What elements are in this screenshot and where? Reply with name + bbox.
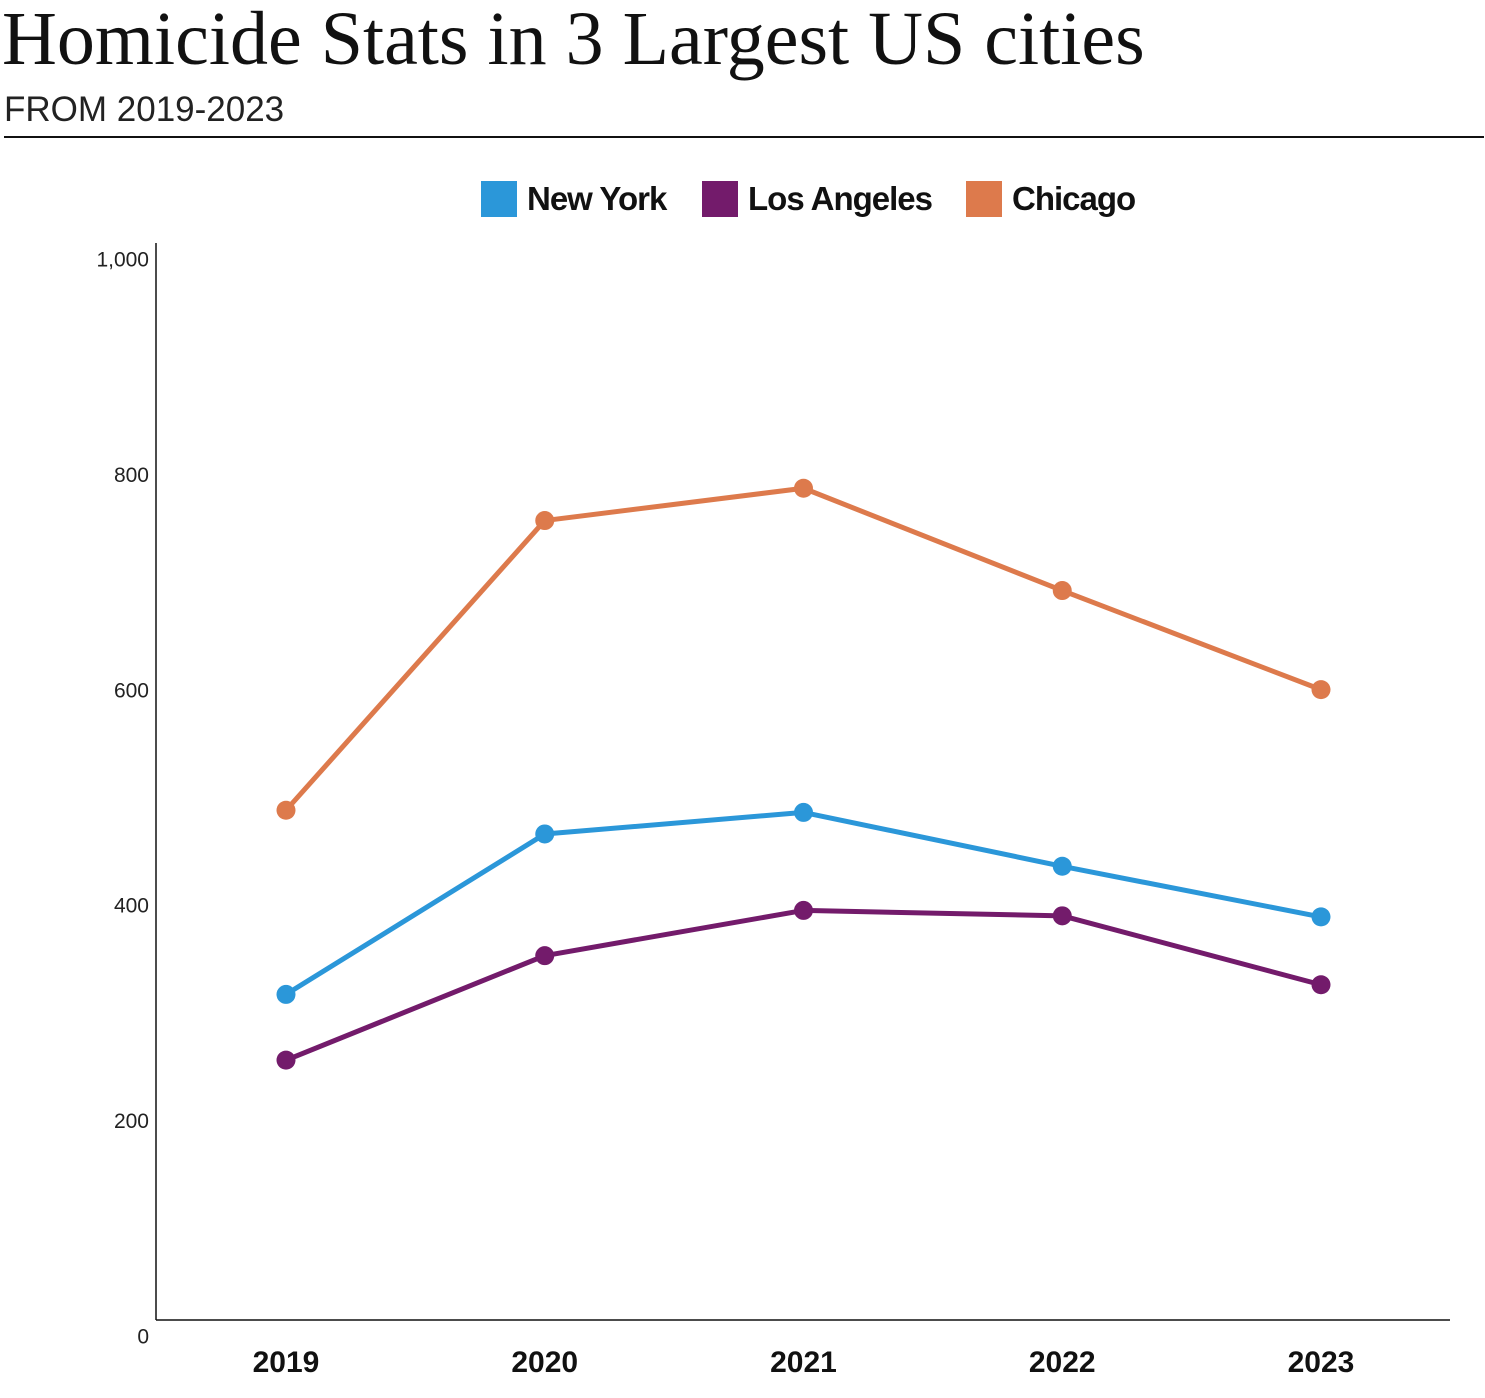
x-tick-label: 2022: [1029, 1346, 1096, 1379]
header-divider: [4, 136, 1484, 138]
x-axis-ticks: 2019 2020 2021 2022 2023: [253, 1346, 1355, 1379]
y-tick-label: 200: [114, 1110, 149, 1133]
series-new-york: [276, 802, 1331, 1004]
data-point-chicago: [276, 800, 296, 820]
series-chicago: [276, 478, 1331, 820]
legend-label-new-york: New York: [527, 180, 667, 217]
series-line-los-angeles: [283, 907, 1324, 1063]
legend-swatch-new-york: [481, 181, 517, 217]
data-point-chicago: [794, 478, 813, 498]
legend-swatch-chicago: [966, 181, 1002, 217]
data-point-chicago: [1311, 680, 1331, 700]
data-point-los-angeles: [1052, 906, 1072, 926]
legend-item-chicago: Chicago: [966, 176, 1136, 222]
legend-label-chicago: Chicago: [1012, 180, 1136, 217]
chart-series: [276, 478, 1331, 1070]
data-point-los-angeles: [794, 900, 813, 920]
x-tick-label: 2021: [770, 1346, 837, 1379]
chart-title: Homicide Stats in 3 Largest US cities: [2, 0, 1145, 81]
y-tick-label: 0: [137, 1326, 149, 1349]
x-tick-label: 2023: [1288, 1346, 1355, 1379]
y-axis-ticks: 0 200 400 600 800 1,000: [96, 249, 149, 1349]
chart-legend: New York Los Angeles Chicago: [0, 176, 1485, 222]
data-point-chicago: [1052, 581, 1072, 601]
data-point-los-angeles: [535, 946, 555, 966]
x-tick-label: 2019: [253, 1346, 320, 1379]
data-point-new-york: [535, 824, 555, 844]
legend-label-los-angeles: Los Angeles: [748, 180, 933, 217]
x-tick-label: 2020: [511, 1346, 578, 1379]
series-line-chicago: [283, 485, 1324, 813]
y-tick-label: 1,000: [96, 249, 149, 272]
data-point-chicago: [535, 511, 555, 531]
chart-subtitle: FROM 2019-2023: [4, 90, 285, 129]
legend-item-new-york: New York: [481, 176, 667, 222]
data-point-new-york: [1052, 856, 1072, 876]
legend-item-los-angeles: Los Angeles: [702, 176, 933, 222]
data-point-new-york: [1311, 907, 1331, 927]
series-los-angeles: [276, 900, 1331, 1070]
data-point-los-angeles: [1311, 975, 1331, 995]
chart-axes: [155, 243, 1450, 1321]
y-tick-label: 800: [114, 464, 149, 487]
y-tick-label: 400: [114, 895, 149, 918]
legend-swatch-los-angeles: [702, 181, 738, 217]
data-point-new-york: [794, 802, 813, 822]
y-tick-label: 600: [114, 679, 149, 702]
data-point-los-angeles: [276, 1050, 296, 1070]
data-point-new-york: [276, 984, 296, 1004]
